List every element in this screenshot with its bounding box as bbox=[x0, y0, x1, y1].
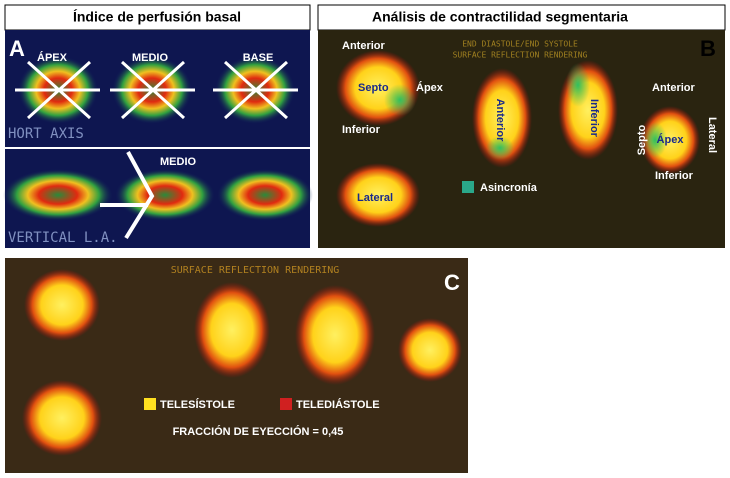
legend-label: Asincronía bbox=[480, 182, 538, 194]
panel-title: Análisis de contractilidad segmentaria bbox=[372, 9, 628, 25]
panel-c: SURFACE REFLECTION RENDERING TELESÍSTOLE… bbox=[5, 258, 468, 473]
slice-label: ÁPEX bbox=[37, 51, 68, 64]
panel-letter: A bbox=[9, 36, 25, 61]
segment-label: Septo bbox=[358, 82, 389, 94]
segment-label: Anterior bbox=[494, 99, 506, 143]
segment-label: Inferior bbox=[655, 170, 694, 182]
legend-swatch bbox=[462, 181, 474, 193]
panel-b: Análisis de contractilidad segmentaria E… bbox=[317, 4, 726, 248]
axis-caption: VERTICAL L.A. bbox=[8, 230, 118, 246]
panel-letter: B bbox=[700, 36, 716, 61]
image-header: END DIASTOLE/END SYSTOLE bbox=[462, 40, 578, 49]
panel-letter: C bbox=[444, 270, 460, 295]
segment-label: Ápex bbox=[657, 133, 685, 146]
legend-label: TELEDIÁSTOLE bbox=[296, 398, 380, 411]
title-box bbox=[4, 4, 311, 31]
legend-swatch bbox=[280, 398, 292, 410]
segment-label: Septo bbox=[636, 124, 648, 155]
segment-label: Lateral bbox=[706, 117, 718, 153]
slice-label: MEDIO bbox=[160, 156, 197, 168]
legend-label: TELESÍSTOLE bbox=[160, 398, 235, 411]
segment-label: Anterior bbox=[342, 40, 386, 52]
segment-label: Ápex bbox=[416, 81, 444, 94]
legend-swatch bbox=[144, 398, 156, 410]
panel-title: Índice de perfusión basal bbox=[73, 9, 241, 25]
image-header: SURFACE REFLECTION RENDERING bbox=[171, 265, 340, 276]
segment-label: Anterior bbox=[652, 82, 696, 94]
axis-caption: HORT AXIS bbox=[8, 126, 84, 142]
panel-a: Índice de perfusión basal ÁPEX MEDIO BAS… bbox=[3, 4, 313, 248]
segment-label: Inferior bbox=[588, 99, 600, 138]
slice-label: MEDIO bbox=[132, 52, 169, 64]
ejection-fraction: FRACCIÓN DE EYECCIÓN = 0,45 bbox=[173, 425, 344, 438]
segment-label: Lateral bbox=[357, 192, 393, 204]
segment-label: Inferior bbox=[342, 124, 381, 136]
title-box bbox=[317, 4, 726, 31]
slice-label: BASE bbox=[243, 52, 274, 64]
image-header: SURFACE REFLECTION RENDERING bbox=[453, 51, 588, 60]
